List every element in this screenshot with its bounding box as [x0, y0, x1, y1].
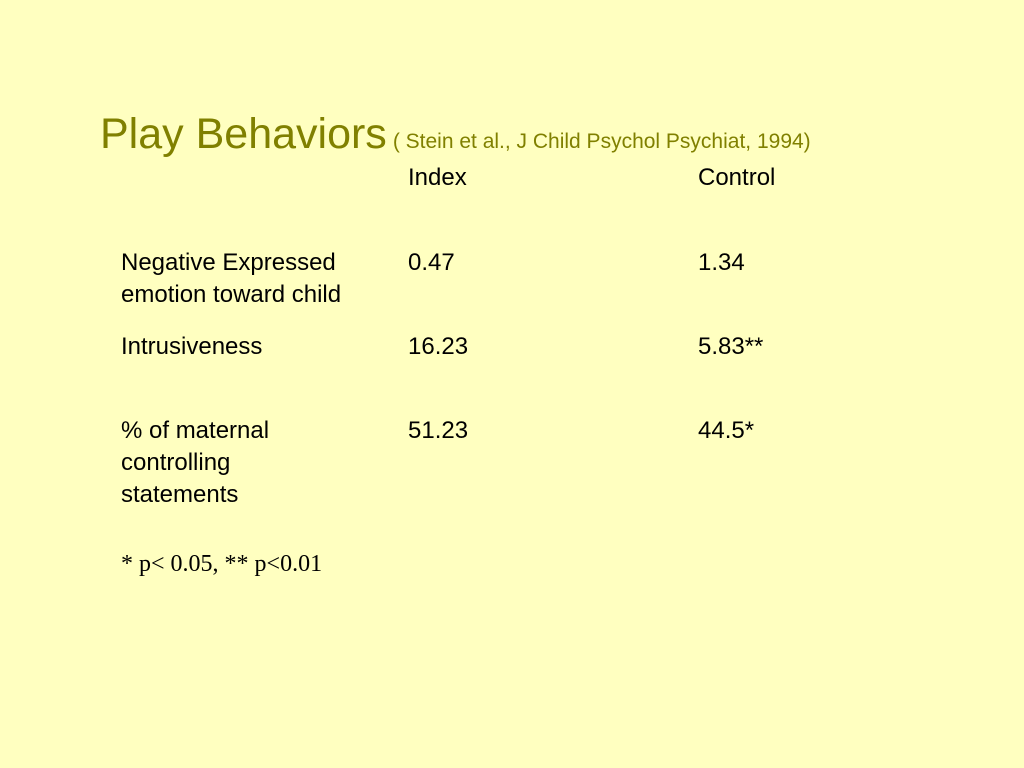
row-control-maternal-controlling: 44.5* — [698, 417, 755, 444]
row-index-maternal-controlling: 51.23 — [408, 417, 469, 444]
row-control-intrusiveness: 5.83** — [698, 333, 764, 360]
slide-citation: ( Stein et al., J Child Psychol Psychiat… — [392, 130, 811, 153]
row-index-negative-emotion: 0.47 — [408, 249, 455, 276]
header-control: Control — [698, 164, 776, 191]
slide-title-block: Play Behaviors( Stein et al., J Child Ps… — [100, 108, 811, 160]
header-index: Index — [408, 164, 467, 191]
row-label-maternal-controlling: % of maternal controlling statements — [121, 417, 270, 508]
row-label-negative-emotion: Negative Expressed emotion toward child — [121, 249, 342, 308]
slide-title: Play Behaviors — [100, 110, 387, 158]
significance-footnote: * p< 0.05, ** p<0.01 — [121, 551, 323, 577]
row-control-negative-emotion: 1.34 — [698, 249, 745, 276]
row-index-intrusiveness: 16.23 — [408, 333, 469, 360]
row-label-intrusiveness: Intrusiveness — [121, 333, 263, 360]
